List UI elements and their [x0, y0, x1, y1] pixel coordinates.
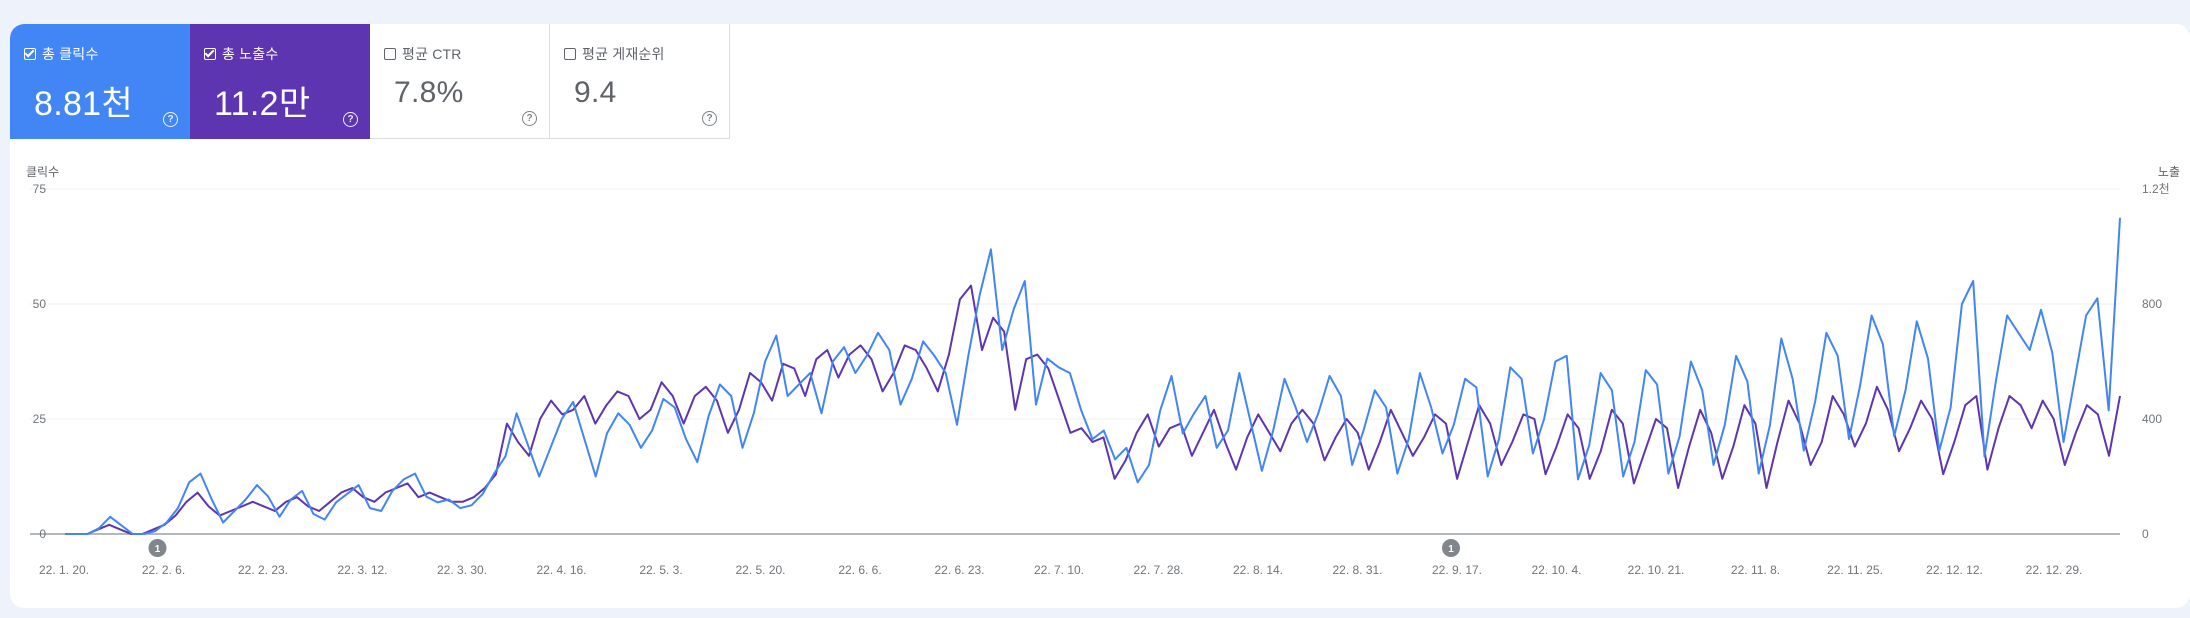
x-axis-tick-label: 22. 8. 31. — [1332, 563, 1382, 577]
x-axis-tick-label: 22. 12. 12. — [1926, 563, 1983, 577]
checkbox-unchecked-icon[interactable] — [384, 48, 396, 60]
metric-header: 평균 CTR — [384, 44, 462, 64]
metric-tiles: 총 클릭수 8.81천 ? 총 노출수 11.2만 ? 평균 CTR 7.8% … — [10, 24, 730, 139]
x-axis-tick-label: 22. 3. 12. — [337, 563, 387, 577]
x-axis-ticks: 22. 1. 20. 22. 2. 6. 22. 2. 23. 22. 3. 12. 2… — [39, 563, 2082, 577]
metric-tile-total-impressions[interactable]: 총 노출수 11.2만 ? — [190, 24, 370, 139]
help-icon[interactable]: ? — [163, 112, 178, 127]
metric-label: 총 노출수 — [222, 46, 279, 62]
right-axis-label: 노출 — [2158, 165, 2180, 179]
metric-value: 9.4 — [574, 76, 617, 109]
metric-header: 평균 게재순위 — [564, 44, 665, 64]
x-axis-tick-label: 22. 6. 6. — [838, 563, 881, 577]
annotation-circle[interactable] — [1442, 539, 1460, 557]
right-axis-tick-label: 1.2천 — [2142, 181, 2170, 196]
left-axis-ticks: 0 25 50 75 — [33, 182, 47, 541]
x-axis-tick-label: 22. 7. 10. — [1034, 563, 1084, 577]
left-axis-tick-label: 75 — [33, 182, 47, 196]
x-axis-tick-label: 22. 5. 20. — [735, 563, 785, 577]
left-axis-tick-label: 0 — [39, 527, 46, 541]
x-axis-tick-label: 22. 1. 20. — [39, 563, 89, 577]
x-axis-tick-label: 22. 2. 23. — [238, 563, 288, 577]
annotation-label: 1 — [155, 544, 161, 555]
metric-tile-average-position[interactable]: 평균 게재순위 9.4 ? — [550, 24, 730, 139]
left-axis-label: 클릭수 — [26, 165, 59, 179]
x-axis-tick-label: 22. 2. 6. — [142, 563, 185, 577]
help-icon[interactable]: ? — [702, 111, 717, 126]
x-axis-tick-label: 22. 10. 21. — [1628, 563, 1685, 577]
x-axis-tick-label: 22. 11. 8. — [1731, 563, 1780, 577]
metric-label: 평균 게재순위 — [582, 46, 665, 62]
metric-tile-average-ctr[interactable]: 평균 CTR 7.8% ? — [370, 24, 550, 139]
checkbox-unchecked-icon[interactable] — [564, 48, 576, 60]
x-axis-tick-label: 22. 11. 25. — [1827, 563, 1883, 577]
metric-header: 총 노출수 — [204, 44, 278, 64]
annotation-marker[interactable]: 1 — [148, 539, 167, 557]
x-axis-tick-label: 22. 3. 30. — [437, 563, 487, 577]
metric-tile-total-clicks[interactable]: 총 클릭수 8.81천 ? — [10, 24, 190, 139]
annotation-label: 1 — [1448, 544, 1454, 555]
help-icon[interactable]: ? — [343, 112, 358, 127]
x-axis-tick-label: 22. 5. 3. — [639, 563, 682, 577]
x-axis-tick-label: 22. 6. 23. — [934, 563, 984, 577]
performance-card: 총 클릭수 8.81천 ? 총 노출수 11.2만 ? 평균 CTR 7.8% … — [10, 24, 2190, 608]
chart-series — [65, 217, 2121, 535]
left-axis-tick-label: 50 — [33, 297, 47, 311]
x-axis-tick-label: 22. 4. 16. — [536, 563, 586, 577]
right-axis-tick-label: 800 — [2142, 297, 2162, 311]
x-axis-tick-label: 22. 7. 28. — [1133, 563, 1183, 577]
metric-value: 11.2만 — [214, 85, 311, 123]
impressions-series-line[interactable] — [65, 217, 2121, 535]
help-icon[interactable]: ? — [522, 111, 537, 126]
right-axis-tick-label: 400 — [2142, 412, 2162, 426]
metric-label: 총 클릭수 — [42, 46, 99, 62]
x-axis-tick-label: 22. 8. 14. — [1233, 563, 1283, 577]
annotation-marker[interactable]: 1 — [1442, 539, 1460, 557]
x-axis-tick-label: 22. 9. 17. — [1432, 563, 1482, 577]
clicks-series-line[interactable] — [65, 284, 2121, 535]
checkbox-checked-icon[interactable] — [24, 48, 36, 60]
metric-label: 평균 CTR — [402, 46, 462, 62]
left-axis-tick-label: 25 — [33, 412, 47, 426]
annotation-circle[interactable] — [148, 539, 167, 557]
x-axis-tick-label: 22. 10. 4. — [1531, 563, 1581, 577]
metric-value: 8.81천 — [34, 85, 133, 123]
metric-header: 총 클릭수 — [24, 44, 98, 64]
right-axis-tick-label: 0 — [2142, 527, 2149, 541]
checkbox-checked-icon[interactable] — [204, 48, 216, 60]
chart-gridlines — [30, 188, 2120, 535]
x-axis-tick-label: 22. 12. 29. — [2026, 563, 2083, 577]
metric-value: 7.8% — [394, 76, 464, 109]
right-axis-ticks: 0 400 800 1.2천 — [2142, 181, 2170, 541]
